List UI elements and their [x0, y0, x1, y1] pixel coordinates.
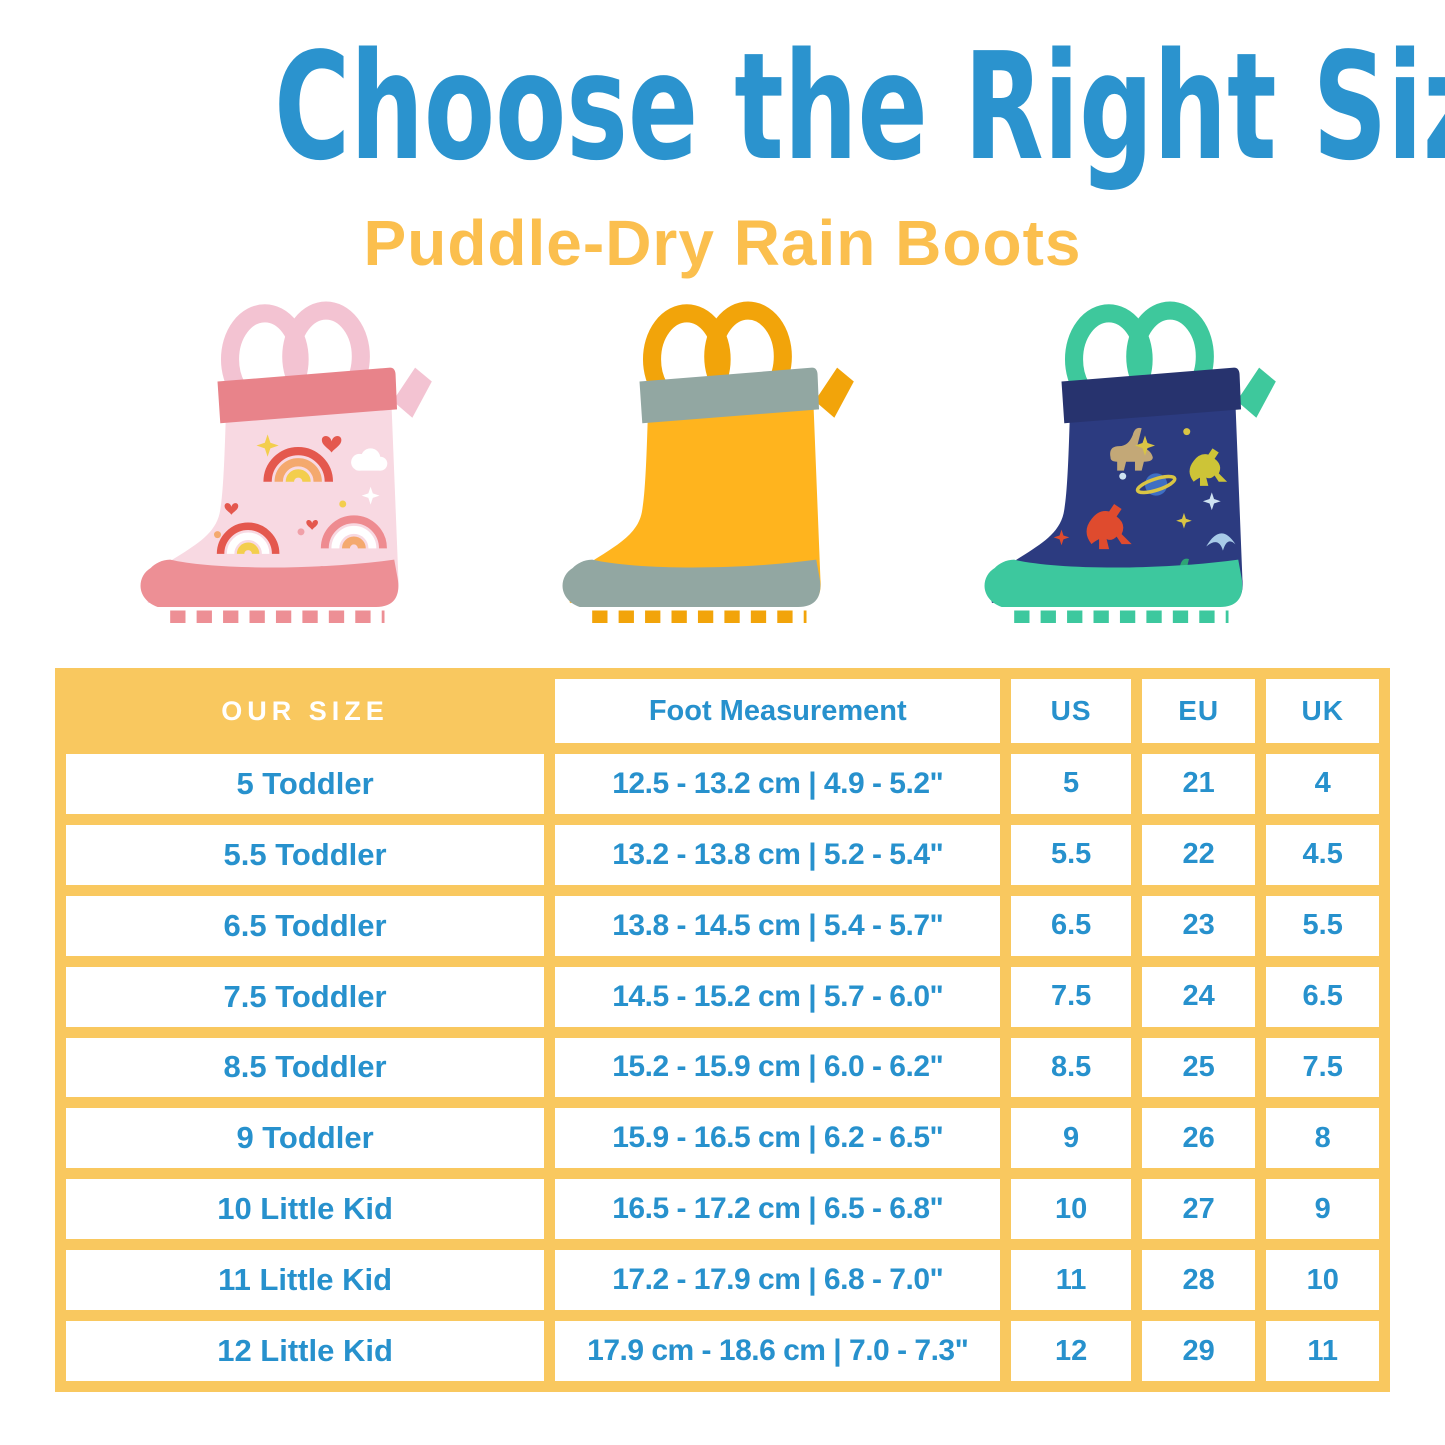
yellow-boot-image	[556, 290, 890, 654]
our-size-cell: 12 Little Kid	[66, 1321, 545, 1381]
eu-size-cell: 22	[1141, 824, 1256, 885]
foot-measurement-cell: 15.9 - 16.5 cm | 6.2 - 6.5"	[555, 1108, 1001, 1169]
eu-size-cell: 29	[1141, 1321, 1256, 1381]
uk-size-cell: 7.5	[1266, 1037, 1379, 1098]
eu-size-cell: 27	[1141, 1179, 1256, 1240]
us-size-cell: 9	[1011, 1108, 1131, 1169]
us-size-cell: 5	[1011, 754, 1131, 814]
foot-measurement-cell: 14.5 - 15.2 cm | 5.7 - 6.0"	[555, 966, 1001, 1027]
page-title: Choose the Right Size	[274, 21, 1445, 193]
navy-dinosaur-boot-icon	[984, 301, 1276, 623]
uk-size-cell: 5.5	[1266, 895, 1379, 956]
column-header-foot-measurement: Foot Measurement	[555, 679, 1001, 743]
foot-measurement-cell: 17.2 - 17.9 cm | 6.8 - 7.0"	[555, 1250, 1001, 1311]
our-size-cell: 5 Toddler	[66, 754, 545, 814]
our-size-cell: 6.5 Toddler	[66, 895, 545, 956]
uk-size-cell: 4.5	[1266, 824, 1379, 885]
page-subtitle: Puddle-Dry Rain Boots	[363, 207, 1082, 279]
pink-rainbow-boot-icon	[140, 301, 432, 623]
eu-size-cell: 23	[1141, 895, 1256, 956]
column-header-eu: EU	[1141, 679, 1256, 743]
us-size-cell: 11	[1011, 1250, 1131, 1311]
yellow-boot-icon	[562, 301, 854, 623]
us-size-cell: 5.5	[1011, 824, 1131, 885]
our-size-cell: 5.5 Toddler	[66, 824, 545, 885]
boot-images-row	[0, 282, 1445, 654]
eu-size-cell: 25	[1141, 1037, 1256, 1098]
our-size-cell: 11 Little Kid	[66, 1250, 545, 1311]
uk-size-cell: 11	[1266, 1321, 1379, 1381]
foot-measurement-cell: 17.9 cm - 18.6 cm | 7.0 - 7.3"	[555, 1321, 1001, 1381]
eu-size-cell: 24	[1141, 966, 1256, 1027]
us-size-cell: 12	[1011, 1321, 1131, 1381]
foot-measurement-cell: 13.8 - 14.5 cm | 5.4 - 5.7"	[555, 895, 1001, 956]
column-header-uk: UK	[1266, 679, 1379, 743]
us-size-cell: 7.5	[1011, 966, 1131, 1027]
our-size-cell: 7.5 Toddler	[66, 966, 545, 1027]
uk-size-cell: 8	[1266, 1108, 1379, 1169]
column-header-us: US	[1011, 679, 1131, 743]
navy-dinosaur-boot-image	[978, 290, 1312, 654]
us-size-cell: 10	[1011, 1179, 1131, 1240]
us-size-cell: 6.5	[1011, 895, 1131, 956]
page-subtitle-row: Puddle-Dry Rain Boots	[0, 206, 1445, 280]
uk-size-cell: 6.5	[1266, 966, 1379, 1027]
our-size-cell: 8.5 Toddler	[66, 1037, 545, 1098]
size-table: OUR SIZE Foot Measurement US EU UK 5 Tod…	[55, 668, 1390, 1392]
uk-size-cell: 9	[1266, 1179, 1379, 1240]
foot-measurement-cell: 16.5 - 17.2 cm | 6.5 - 6.8"	[555, 1179, 1001, 1240]
page-title-row: Choose the Right Size	[0, 21, 1445, 193]
uk-size-cell: 10	[1266, 1250, 1379, 1311]
us-size-cell: 8.5	[1011, 1037, 1131, 1098]
our-size-cell: 10 Little Kid	[66, 1179, 545, 1240]
foot-measurement-cell: 12.5 - 13.2 cm | 4.9 - 5.2"	[555, 754, 1001, 814]
column-header-our-size: OUR SIZE	[221, 695, 389, 726]
our-size-cell: 9 Toddler	[66, 1108, 545, 1169]
foot-measurement-cell: 13.2 - 13.8 cm | 5.2 - 5.4"	[555, 824, 1001, 885]
eu-size-cell: 28	[1141, 1250, 1256, 1311]
uk-size-cell: 4	[1266, 754, 1379, 814]
eu-size-cell: 26	[1141, 1108, 1256, 1169]
pink-rainbow-boot-image	[134, 290, 468, 654]
eu-size-cell: 21	[1141, 754, 1256, 814]
foot-measurement-cell: 15.2 - 15.9 cm | 6.0 - 6.2"	[555, 1037, 1001, 1098]
